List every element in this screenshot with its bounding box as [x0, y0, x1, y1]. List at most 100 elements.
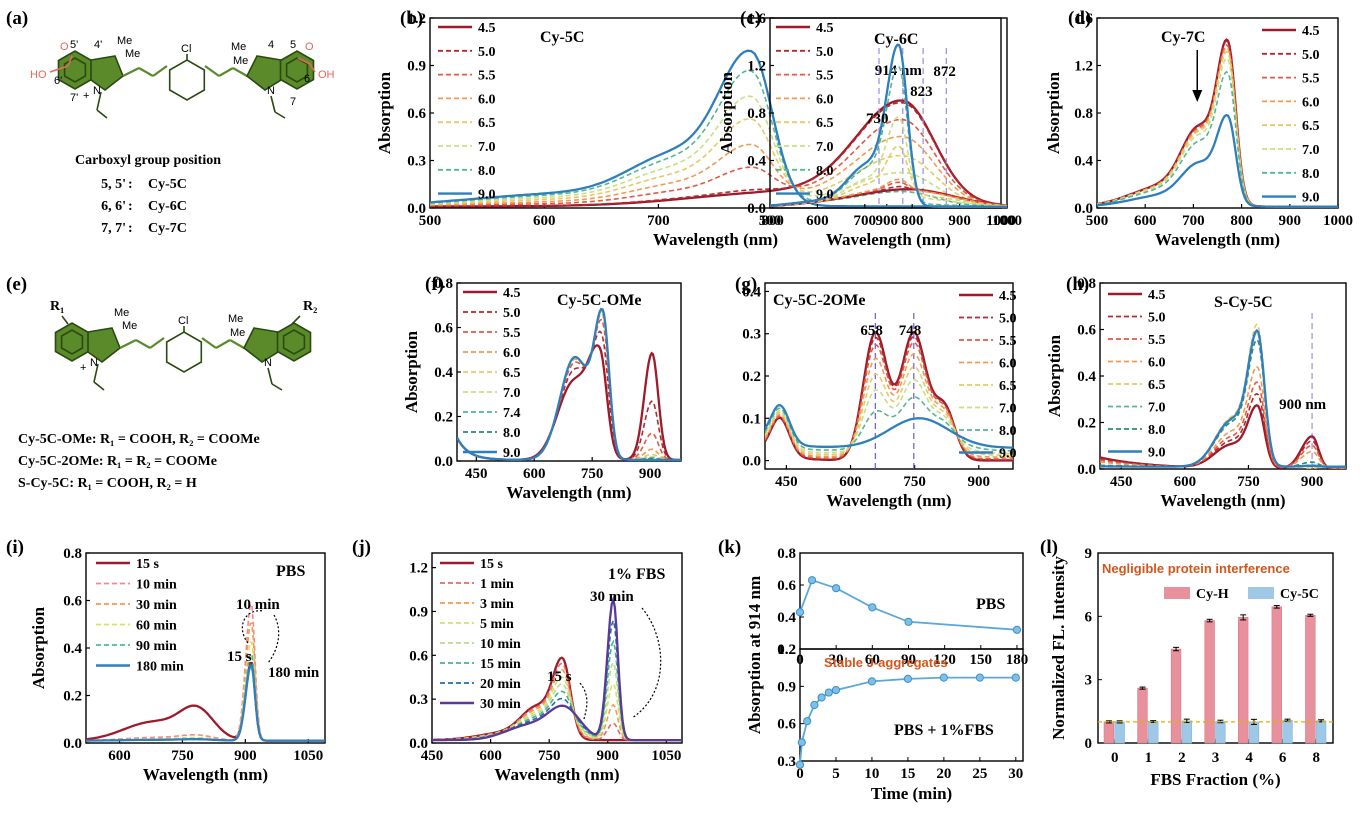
- y-tick-label: 0.8: [1077, 276, 1096, 292]
- dye-name: Cy-5C: [148, 177, 187, 192]
- x-axis-label: Time (min): [871, 784, 952, 803]
- caption-title: Carboxyl group position: [75, 153, 221, 168]
- series-line-9.0: [457, 307, 681, 461]
- plot-frame: [85, 552, 326, 744]
- y-tick-label: 0.8: [63, 546, 82, 562]
- data-point: [1012, 625, 1022, 634]
- position-label: 5': [70, 39, 78, 51]
- x-tick-label: 4: [1245, 750, 1253, 766]
- series-line-4.5: [765, 330, 1013, 462]
- annotation: Stable J-aggregates: [824, 655, 948, 670]
- data-point: [797, 738, 806, 747]
- legend-label: 6.5: [503, 366, 521, 381]
- legend-label: 9.0: [1302, 191, 1320, 206]
- bond: [149, 337, 165, 349]
- legend-label: 5.5: [478, 69, 496, 84]
- data-point: [903, 674, 913, 683]
- y-axis-label: Absorption: [717, 71, 736, 154]
- dye-name: Cy-6C: [148, 199, 187, 214]
- x-tick-label: 450: [1110, 474, 1133, 490]
- legend-label: 20 min: [480, 677, 521, 692]
- position-pair: 7, 7': [101, 221, 126, 236]
- bar-Cy-5C-6: [1282, 719, 1293, 744]
- legend-label: 5.5: [503, 326, 521, 341]
- x-tick-label: 500: [419, 213, 442, 229]
- chart-h: 0.0 0.2 0.4 0.6 0.8 450 600 750 900 Wavelength (n…: [1045, 276, 1347, 510]
- position-label: 4: [268, 39, 274, 51]
- legend-label: 4.5: [816, 21, 834, 36]
- series-line-30-min: [432, 594, 682, 742]
- legend-label: 6.5: [478, 116, 496, 131]
- legend-label: 5.5: [816, 69, 834, 84]
- bond: [93, 381, 105, 391]
- bar-Cy-H-4: [1238, 617, 1249, 744]
- y-axis-label: Absorption: [375, 71, 394, 154]
- x-tick-label: 1000: [1323, 213, 1353, 229]
- bond: [267, 367, 273, 385]
- legend-label: 8.0: [1148, 423, 1166, 438]
- charge-plus: +: [80, 362, 86, 374]
- legend-label: 6.5: [1148, 378, 1166, 393]
- y-tick-label: 1.2: [407, 11, 426, 27]
- x-tick-label: 450: [421, 748, 444, 764]
- position-label: 7: [290, 96, 296, 108]
- series-line-5.0: [457, 330, 681, 461]
- annotation: 900 nm: [1279, 397, 1327, 413]
- legend-label: 5.0: [478, 45, 496, 60]
- panel-label-c: (c): [740, 8, 761, 29]
- series-line-6.0: [770, 178, 1007, 207]
- chart-title: PBS + 1%FBS: [894, 722, 994, 739]
- legend-label: Cy-5C: [1280, 587, 1319, 602]
- y-tick-label: 0.0: [63, 736, 82, 752]
- x-axis-label: Wavelength (nm): [143, 765, 268, 784]
- y-tick-label: 0.6: [1077, 323, 1096, 339]
- bar-Cy-5C-0: [1114, 721, 1125, 744]
- position-label: 6: [304, 73, 310, 85]
- x-tick-label: 600: [108, 748, 131, 764]
- plot-frame: [431, 552, 683, 744]
- legend-label: 7.0: [478, 140, 496, 155]
- legend-label: 5.0: [1148, 311, 1166, 326]
- legend-label: Cy-H: [1196, 587, 1229, 602]
- legend-label: 9.0: [1148, 446, 1166, 461]
- chart-title: S-Cy-5C: [1214, 294, 1273, 311]
- panel-label-a: (a): [6, 8, 28, 29]
- y-tick-label: 0.6: [777, 717, 796, 733]
- aromatic-inner-left: [60, 329, 84, 355]
- legend-label: 5.5: [999, 334, 1017, 349]
- x-tick-label: 1000: [986, 213, 1016, 229]
- x-tick-label: 800: [901, 213, 924, 229]
- substituent-row: Cy-5C-2OMe: R₁ = R₂ = COOMe: [18, 454, 217, 469]
- y-tick-label: 9: [1085, 546, 1093, 562]
- chart-i: 0.0 0.2 0.4 0.6 0.8 600 750 900 1050 Wavelength (…: [29, 546, 326, 784]
- atom-me: Me: [114, 307, 129, 319]
- atom-n: N: [267, 85, 275, 97]
- legend-label: 4.5: [999, 289, 1017, 304]
- indole-ring-right: [245, 55, 282, 91]
- substituent-row: Cy-5C-OMe: R₁ = COOH, R₂ = COOMe: [18, 432, 260, 447]
- bond: [67, 55, 73, 67]
- y-tick-label: 0.3: [742, 327, 761, 343]
- atom-ho: HO: [30, 69, 47, 81]
- x-tick-label: 3: [1212, 750, 1220, 766]
- x-tick-label: 500: [1086, 213, 1109, 229]
- chart-title: Negligible protein interference: [1102, 561, 1290, 576]
- aromatic-inner-right: [285, 57, 309, 83]
- data-point: [868, 603, 877, 612]
- x-tick-label: 900: [948, 213, 971, 229]
- x-tick-label: 120: [933, 652, 956, 668]
- y-tick-label: 0.6: [777, 578, 796, 594]
- legend-label: 3 min: [480, 597, 514, 612]
- position-label: 6': [54, 75, 62, 87]
- panel-label-l: (l): [1040, 537, 1058, 558]
- data-point: [817, 693, 826, 702]
- x-tick-label: 900: [597, 748, 620, 764]
- y-tick-label: 0.4: [747, 154, 766, 170]
- legend-label: 30 min: [480, 697, 521, 712]
- y-tick-label: 0.0: [742, 454, 761, 470]
- bar-Cy-H-1: [1137, 687, 1148, 744]
- y-tick-label: 0.2: [1077, 416, 1096, 432]
- legend-label: 90 min: [136, 639, 177, 654]
- x-tick-label: 450: [465, 466, 488, 482]
